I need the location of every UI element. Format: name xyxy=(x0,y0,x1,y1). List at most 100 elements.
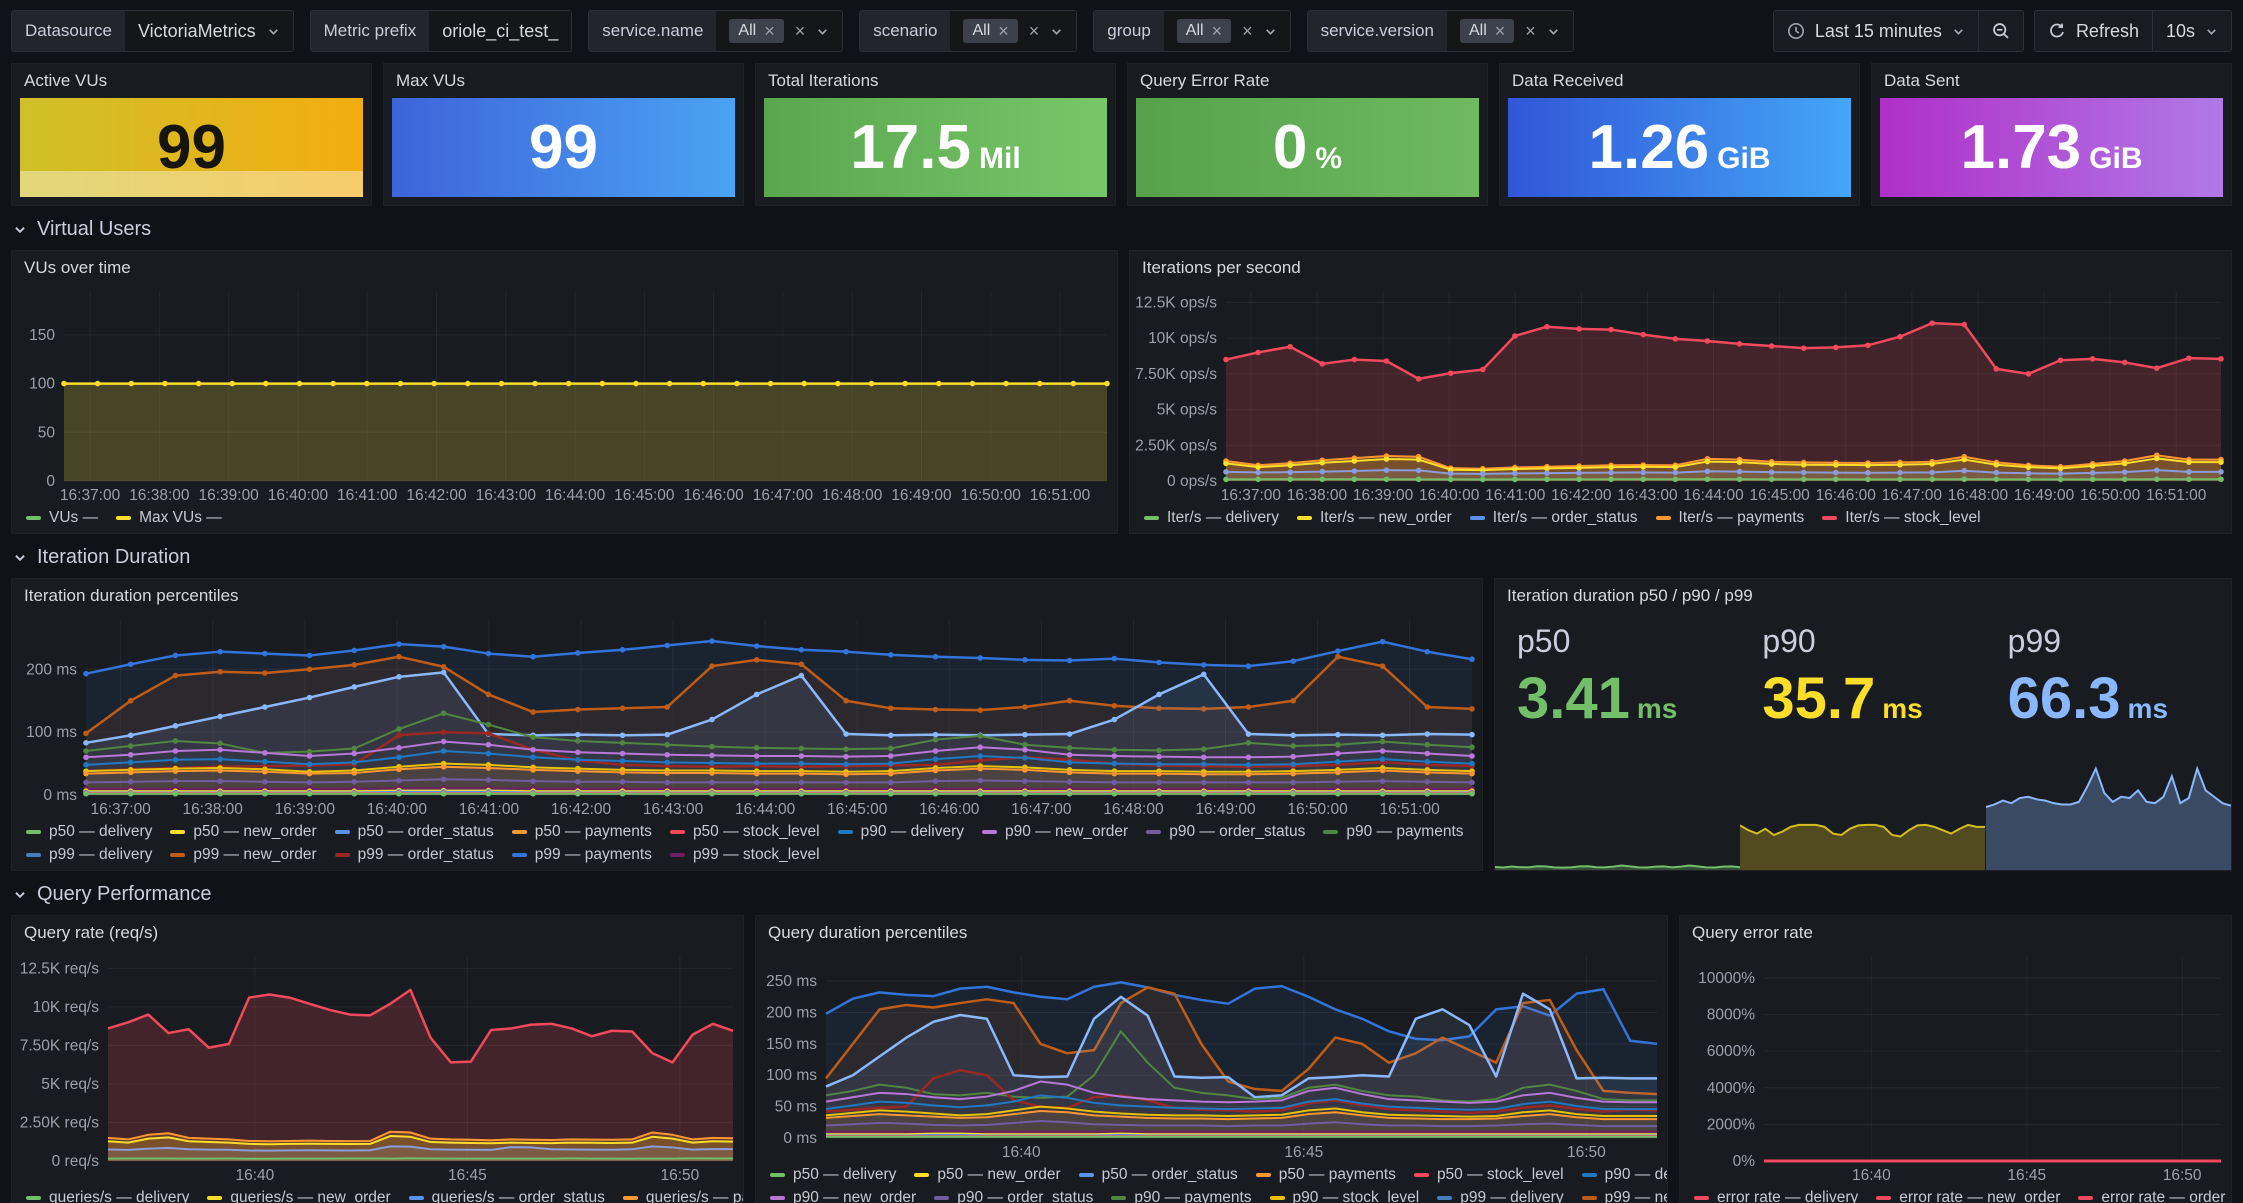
legend-item[interactable]: p50 — order_status xyxy=(1078,1166,1238,1184)
legend-item[interactable]: Iter/s — stock_level xyxy=(1822,509,1981,527)
stat-value-number: 17.5 xyxy=(850,112,971,182)
filter-control-metric-prefix[interactable]: oriole_ci_test_ xyxy=(429,11,572,51)
legend-item[interactable]: queries/s — delivery xyxy=(26,1189,189,1203)
legend-item[interactable]: p90 — order_status xyxy=(934,1189,1093,1203)
legend-item[interactable]: VUs — xyxy=(26,509,98,527)
legend-item[interactable]: p50 — new_order xyxy=(170,823,317,841)
legend-item[interactable]: p50 — delivery xyxy=(26,823,152,841)
chart-area-qrate[interactable]: 16:40 16:45 16:50 0 req/s 2.50K req/s 5K req/… xyxy=(12,946,743,1187)
chart-area-qerr[interactable]: 16:40 16:45 16:50 0% 2000% 4000% 6000% 8000% 100… xyxy=(1680,946,2231,1187)
filter-value-chip[interactable]: All × xyxy=(729,19,784,43)
legend-item[interactable]: p50 — stock_level xyxy=(669,823,820,841)
legend-item[interactable]: p99 — delivery xyxy=(26,846,152,864)
legend-item[interactable]: error rate — delivery xyxy=(1694,1189,1858,1203)
remove-value-icon[interactable]: × xyxy=(764,21,775,41)
legend-item[interactable]: p99 — order_status xyxy=(334,846,494,864)
legend-item[interactable]: p50 — stock_level xyxy=(1413,1166,1564,1184)
remove-value-icon[interactable]: × xyxy=(1494,21,1506,41)
chart-area-qdur[interactable]: 16:40 16:45 16:50 0 ms 50 ms 100 ms 150 ms 200 … xyxy=(756,946,1667,1164)
filter-control-datasource[interactable]: VictoriaMetrics xyxy=(124,11,293,51)
filter-value-chip[interactable]: All × xyxy=(1459,19,1515,43)
legend-item[interactable]: p90 — payments xyxy=(1111,1189,1252,1203)
zoom-out-button[interactable] xyxy=(1979,11,2023,51)
legend-item[interactable]: p90 — delivery xyxy=(837,823,964,841)
legend-item[interactable]: p90 — order_status xyxy=(1146,823,1305,841)
legend-item[interactable]: p50 — delivery xyxy=(770,1166,896,1184)
legend-item[interactable]: queries/s — order_status xyxy=(408,1189,605,1203)
legend-item[interactable]: Max VUs — xyxy=(116,509,222,527)
filter-control-scenario[interactable]: All × × xyxy=(950,11,1077,51)
stat-value: 17.5 Mil xyxy=(850,116,1020,179)
legend-item[interactable]: p90 — new_order xyxy=(770,1189,916,1203)
legend-item[interactable]: Iter/s — delivery xyxy=(1144,509,1279,527)
legend-item[interactable]: p90 — payments xyxy=(1323,823,1464,841)
legend-item[interactable]: Iter/s — new_order xyxy=(1296,509,1452,527)
legend-item[interactable]: error rate — order_status xyxy=(2078,1189,2231,1203)
stat-panel-title[interactable]: Total Iterations xyxy=(768,71,879,90)
legend-swatch xyxy=(669,853,685,857)
legend-item[interactable]: p90 — delivery xyxy=(1581,1166,1667,1184)
time-range-picker[interactable]: Last 15 minutes xyxy=(1774,11,1979,51)
legend-item[interactable]: p90 — new_order xyxy=(981,823,1129,841)
filter-selected-value[interactable]: VictoriaMetrics xyxy=(137,20,256,41)
panel-title[interactable]: Iteration duration percentiles xyxy=(24,586,239,605)
section-header-iteration-duration[interactable]: Iteration Duration xyxy=(13,546,2230,569)
refresh-interval-picker[interactable]: 10s xyxy=(2153,11,2231,51)
legend-item[interactable]: p99 — stock_level xyxy=(669,846,820,864)
clear-all-icon[interactable]: × xyxy=(794,21,806,41)
legend-row: p50 — delivery p50 — new_order p50 — order… xyxy=(26,823,1482,841)
filter-control-group[interactable]: All × × xyxy=(1163,11,1290,51)
legend-item[interactable]: p50 — new_order xyxy=(914,1166,1061,1184)
stat-panel-title[interactable]: Max VUs xyxy=(396,71,465,90)
panel-title[interactable]: Query duration percentiles xyxy=(768,923,968,942)
chart-area-iters[interactable]: 16:37:00 16:38:00 16:39:00 16:40:00 16:41:00… xyxy=(1130,281,2231,507)
stat-panel-title[interactable]: Query Error Rate xyxy=(1140,71,1270,90)
panel-vus: VUs over time 16:37:00 16:38:00 16:39:00 16:… xyxy=(11,250,1118,534)
stat-panel-title[interactable]: Active VUs xyxy=(24,71,108,90)
remove-value-icon[interactable]: × xyxy=(1211,21,1223,41)
section-header-virtual-users[interactable]: Virtual Users xyxy=(13,218,2230,241)
legend-item[interactable]: p99 — delivery xyxy=(1437,1189,1564,1203)
stat-panel-title[interactable]: Data Sent xyxy=(1884,71,1960,90)
stat-panel-title[interactable]: Data Received xyxy=(1512,71,1624,90)
filter-text-input[interactable]: oriole_ci_test_ xyxy=(442,20,559,41)
legend-item[interactable]: p90 — stock_level xyxy=(1481,823,1482,841)
panel-title[interactable]: Query error rate xyxy=(1692,923,1813,942)
svg-text:0 req/s: 0 req/s xyxy=(52,1153,100,1170)
svg-text:16:40:00: 16:40:00 xyxy=(268,487,329,504)
filter-control-service-name[interactable]: All × × xyxy=(716,11,843,51)
clear-all-icon[interactable]: × xyxy=(1028,21,1040,41)
legend-swatch xyxy=(837,830,853,834)
legend-item[interactable]: queries/s — new_order xyxy=(207,1189,391,1203)
legend-item[interactable]: p50 — payments xyxy=(1255,1166,1396,1184)
legend-item[interactable]: queries/s — payments xyxy=(622,1189,743,1203)
legend-item[interactable]: Iter/s — order_status xyxy=(1469,509,1638,527)
chart-area-vus[interactable]: 16:37:00 16:38:00 16:39:00 16:40:00 16:41:00… xyxy=(12,281,1117,507)
filter-value-chip[interactable]: All × xyxy=(1176,19,1232,43)
legend-item[interactable]: Iter/s — payments xyxy=(1655,509,1804,527)
panel-qrate: Query rate (req/s) 16:40 16:45 16:50 0 req/s… xyxy=(11,915,744,1203)
legend-row: p90 — new_order p90 — order_status p90 — p… xyxy=(770,1189,1667,1203)
filter-value-chip[interactable]: All × xyxy=(963,19,1018,43)
remove-value-icon[interactable]: × xyxy=(998,21,1009,41)
legend-item[interactable]: error rate — new_order xyxy=(1876,1189,2060,1203)
stat-panel-query-error-rate: Query Error Rate 0% xyxy=(1127,63,1488,206)
stat-value: 1.73 GiB xyxy=(1960,116,2142,179)
section-header-query-performance[interactable]: Query Performance xyxy=(13,883,2230,906)
legend-label: p90 — new_order xyxy=(1004,823,1129,840)
filter-control-service-version[interactable]: All × × xyxy=(1446,11,1573,51)
panel-title[interactable]: Iterations per second xyxy=(1142,258,1301,277)
legend-item[interactable]: p90 — stock_level xyxy=(1269,1189,1419,1203)
panel-title[interactable]: Iteration duration p50 / p90 / p99 xyxy=(1507,586,1753,605)
legend-item[interactable]: p50 — order_status xyxy=(334,823,494,841)
legend-item[interactable]: p50 — payments xyxy=(511,823,652,841)
refresh-button[interactable]: Refresh xyxy=(2035,11,2153,51)
legend-item[interactable]: p99 — payments xyxy=(511,846,652,864)
panel-title[interactable]: Query rate (req/s) xyxy=(24,923,159,942)
legend-item[interactable]: p99 — new_order xyxy=(1581,1189,1667,1203)
legend-item[interactable]: p99 — new_order xyxy=(170,846,317,864)
panel-title[interactable]: VUs over time xyxy=(24,258,131,277)
clear-all-icon[interactable]: × xyxy=(1242,21,1253,41)
clear-all-icon[interactable]: × xyxy=(1525,21,1536,41)
chart-area-iterdur[interactable]: 16:37:00 16:38:00 16:39:00 16:40:00 16:41:00… xyxy=(12,609,1482,821)
